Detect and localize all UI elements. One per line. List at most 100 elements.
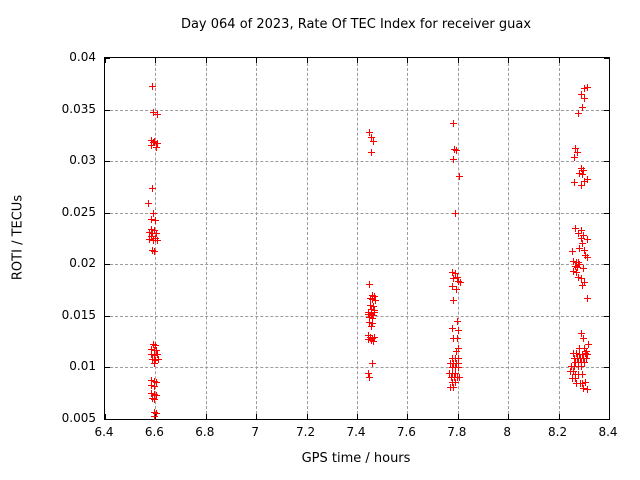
vertical-gridline [457, 58, 459, 419]
data-point-marker [571, 178, 579, 186]
y-axis-tick [604, 109, 609, 111]
y-tick-label: 0.015 [61, 307, 96, 322]
y-tick-label: 0.01 [69, 359, 96, 374]
data-point-marker [151, 216, 159, 224]
data-point-marker [584, 175, 592, 183]
data-point-marker [147, 136, 155, 144]
y-tick-label: 0.025 [61, 204, 96, 219]
data-point-marker [151, 234, 159, 242]
data-point-marker [364, 332, 372, 340]
y-axis-label: ROTI / TECUs [10, 194, 26, 281]
data-point-marker [150, 209, 158, 217]
data-point-marker [366, 333, 374, 341]
data-point-marker [147, 226, 155, 234]
data-point-marker [148, 395, 156, 403]
horizontal-gridline [105, 212, 609, 214]
y-tick-label: 0.005 [61, 411, 96, 425]
plot-area [104, 57, 610, 420]
data-point-marker [371, 333, 379, 341]
data-point-marker [576, 261, 584, 269]
vertical-gridline [155, 58, 157, 419]
y-axis-tick [604, 367, 609, 369]
horizontal-gridline [105, 109, 609, 111]
x-tick-label: 7 [251, 425, 259, 439]
data-point-marker [148, 184, 156, 192]
data-point-marker [148, 390, 156, 398]
data-point-marker [449, 282, 457, 290]
data-point-marker [448, 355, 456, 363]
vertical-gridline [508, 58, 510, 419]
data-point-marker [572, 225, 580, 233]
data-point-marker [151, 247, 159, 255]
data-point-marker [148, 215, 156, 223]
data-point-marker [581, 359, 589, 367]
data-point-marker [452, 378, 460, 386]
data-point-marker [367, 323, 375, 331]
data-point-marker [147, 345, 155, 353]
data-point-marker [150, 227, 158, 235]
data-point-marker [150, 412, 158, 420]
x-tick-label: 7.4 [346, 425, 366, 439]
data-point-marker [581, 278, 589, 286]
y-axis-tick [604, 419, 609, 420]
y-axis-tick [604, 58, 609, 59]
data-point-marker [572, 144, 580, 152]
data-point-marker [571, 154, 579, 162]
data-point-marker [570, 267, 578, 275]
data-point-marker [578, 91, 586, 99]
data-point-marker [578, 227, 586, 235]
x-axis-tick [105, 58, 106, 63]
data-point-marker [148, 233, 156, 241]
data-point-marker [366, 373, 374, 381]
data-point-marker [570, 367, 578, 375]
data-point-marker [148, 246, 156, 254]
x-tick-label: 8 [503, 425, 511, 439]
x-tick-label: 6.4 [94, 425, 114, 439]
data-point-marker [154, 351, 162, 359]
x-axis-tick [508, 414, 510, 419]
x-axis-tick [558, 414, 560, 419]
y-axis-tick [105, 264, 110, 266]
y-axis-tick [105, 58, 110, 59]
horizontal-gridline [105, 161, 609, 163]
data-point-marker [581, 177, 589, 185]
data-point-marker [370, 137, 378, 145]
data-point-marker [575, 109, 583, 117]
y-axis-tick [105, 212, 110, 214]
data-point-marker [584, 83, 592, 91]
data-point-marker [455, 277, 463, 285]
y-axis-tick [604, 315, 609, 317]
data-point-marker [150, 391, 158, 399]
data-point-marker [572, 263, 580, 271]
data-point-marker [452, 146, 460, 154]
x-axis-tick [558, 58, 560, 63]
data-point-marker [368, 292, 376, 300]
data-point-marker [153, 346, 161, 354]
data-point-marker [576, 244, 584, 252]
x-tick-label: 8.2 [548, 425, 568, 439]
data-point-marker [451, 145, 459, 153]
data-point-marker [147, 376, 155, 384]
data-point-marker [371, 297, 379, 305]
x-axis-label: GPS time / hours [301, 451, 411, 466]
x-axis-tick [205, 58, 207, 63]
x-axis-tick [407, 58, 409, 63]
data-point-marker [371, 308, 379, 316]
data-point-marker [454, 334, 462, 342]
data-point-marker [454, 355, 462, 363]
x-tick-label: 7.2 [296, 425, 316, 439]
data-point-marker [147, 351, 155, 359]
data-point-marker [453, 273, 461, 281]
data-point-marker [369, 320, 377, 328]
data-point-marker [456, 172, 464, 180]
horizontal-gridline [105, 264, 609, 266]
data-point-marker [581, 95, 589, 103]
data-point-marker [578, 274, 586, 282]
data-point-marker [580, 232, 588, 240]
data-point-marker [152, 230, 160, 238]
data-point-marker [449, 384, 457, 392]
data-point-marker [368, 148, 376, 156]
data-point-marker [571, 363, 579, 371]
data-point-marker [452, 269, 460, 277]
